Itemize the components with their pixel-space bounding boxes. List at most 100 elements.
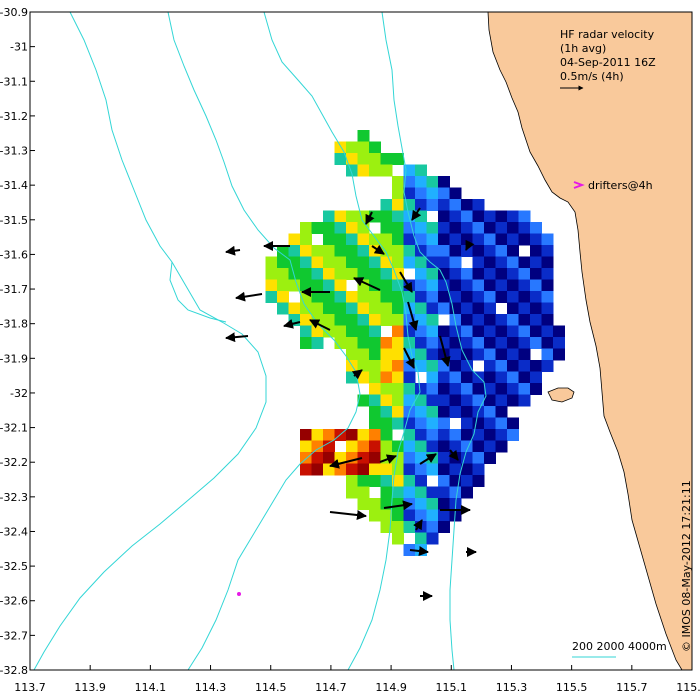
velocity-cell [415,417,427,430]
velocity-cell [392,521,404,533]
velocity-cell [449,268,462,280]
velocity-arrow [329,457,363,469]
velocity-cell [346,348,358,361]
velocity-cell [438,360,450,372]
velocity-cell [311,463,324,476]
velocity-cell [311,222,324,234]
velocity-cell [392,348,404,361]
velocity-cell [518,383,531,395]
velocity-cell [415,383,427,395]
velocity-cell [472,452,485,464]
velocity-cell [357,314,370,326]
velocity-cell [392,463,404,476]
velocity-cell [415,394,427,407]
velocity-cell [392,153,404,165]
velocity-cell [415,325,427,338]
velocity-cell [449,256,462,269]
velocity-cell [380,394,393,407]
velocity-cell [346,486,358,499]
velocity-cell [380,164,393,177]
velocity-cell [311,268,324,280]
velocity-cell [518,291,531,303]
velocity-cell [438,429,450,441]
velocity-cell [369,394,381,407]
velocity-cell [277,291,289,303]
velocity-cell [346,141,358,154]
velocity-cell [311,256,324,269]
velocity-cell [415,233,427,246]
velocity-cell [323,233,335,246]
velocity-cell [357,141,370,154]
velocity-cell [518,279,531,292]
velocity-cell [346,210,358,223]
velocity-cell [461,429,473,441]
velocity-cell [449,383,462,395]
velocity-cell [392,406,404,418]
velocity-cell [461,383,473,395]
velocity-cell [449,279,462,292]
velocity-cell [415,348,427,361]
velocity-cell [484,452,496,464]
velocity-cell [507,383,519,395]
velocity-arrow [371,244,385,255]
velocity-cell [484,233,496,246]
velocity-cell [518,314,531,326]
velocity-cell [449,325,462,338]
velocity-cell [472,279,485,292]
velocity-cell [334,268,347,280]
velocity-cell [357,222,370,234]
velocity-cell [484,222,496,234]
velocity-cell [346,153,358,165]
velocity-cell [438,475,450,487]
velocity-cell [403,394,416,407]
contour-2000m [263,12,421,670]
velocity-cell [438,210,450,223]
x-axis: 113.7 113.9 114.1 114.3 114.5 114.7 114.9 115.1… [14,665,700,694]
velocity-cell [323,429,335,441]
x-tick-label: 114.3 [195,681,227,694]
velocity-cell [518,256,531,269]
velocity-cell [426,498,439,510]
velocity-cell [369,233,381,246]
velocity-cell [392,245,404,257]
velocity-cell [426,233,439,246]
velocity-cell [311,279,324,292]
velocity-cell [438,222,450,234]
velocity-cell [323,245,335,257]
velocity-cell [300,463,312,476]
velocity-cell [300,256,312,269]
velocity-cell [380,440,393,453]
contour-outer [33,12,267,670]
y-tick-label: -32 [10,387,28,400]
velocity-cell [530,337,542,349]
velocity-cell [495,210,508,223]
velocity-cell [518,302,531,315]
velocity-cell [380,486,393,499]
velocity-cell [472,348,485,361]
velocity-cell [357,498,370,510]
velocity-cell [484,210,496,223]
velocity-cell [530,245,542,257]
velocity-cell [449,233,462,246]
velocity-cell [357,475,370,487]
velocity-cell [472,475,485,487]
velocity-cell [380,337,393,349]
velocity-cell [530,325,542,338]
velocity-cell [369,371,381,384]
velocity-cell [357,325,370,338]
velocity-cell [403,417,416,430]
velocity-cell [438,199,450,211]
velocity-cell [380,233,393,246]
velocity-cell [357,360,370,372]
velocity-cell [541,233,554,246]
velocity-cell [541,314,554,326]
velocity-cell [472,222,485,234]
velocity-cell [415,268,427,280]
velocity-cell [484,291,496,303]
velocity-cell [426,394,439,407]
velocity-cell [334,256,347,269]
velocity-cell [438,383,450,395]
velocity-cell [541,279,554,292]
velocity-cell [380,475,393,487]
velocity-cell [449,348,462,361]
